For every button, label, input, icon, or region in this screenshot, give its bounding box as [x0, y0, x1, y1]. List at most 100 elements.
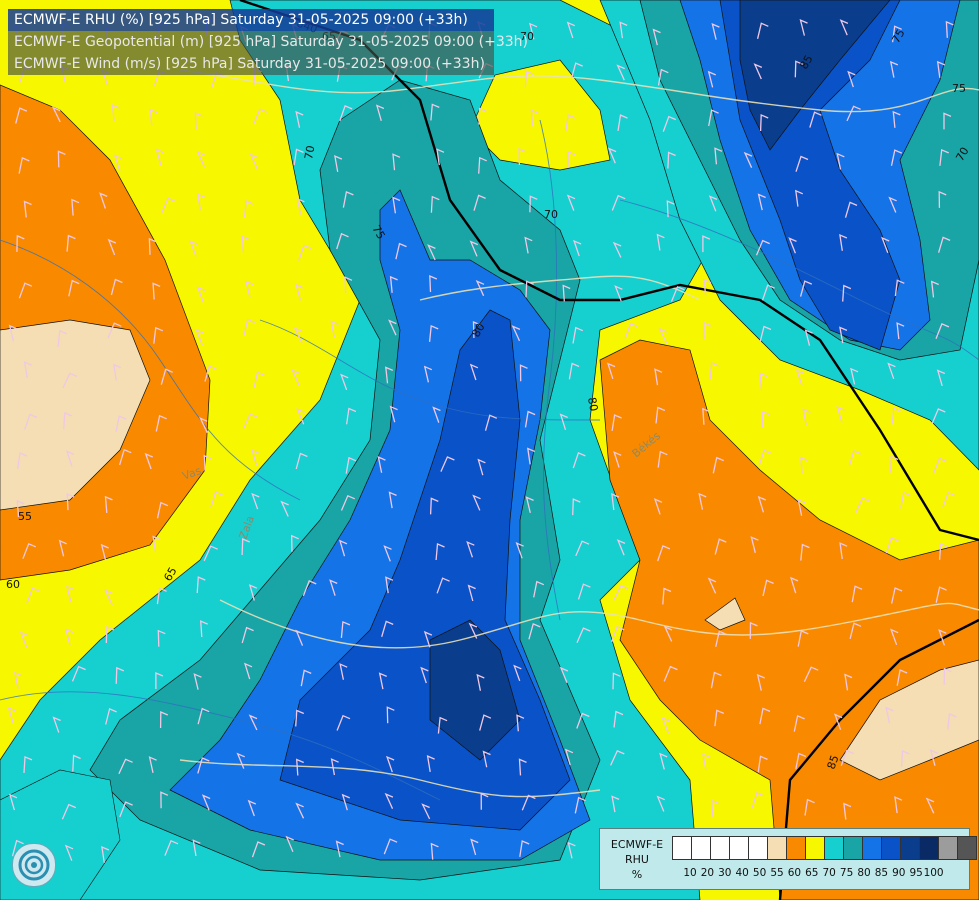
color-legend: ECMWF-E RHU % 10 20 30 40 50 55 60 65 70 75 80 85 90… — [599, 828, 977, 890]
wind-barb — [562, 284, 571, 302]
legend-tick: 100 — [923, 867, 944, 879]
wind-barb — [799, 280, 813, 297]
wind-barb — [657, 450, 668, 468]
wind-barb — [938, 542, 948, 560]
wind-barb — [285, 835, 294, 853]
wind-barb — [118, 448, 132, 466]
wind-barb — [930, 280, 939, 298]
wind-barb — [702, 407, 711, 425]
wind-barb — [703, 278, 712, 296]
wind-barb — [662, 587, 672, 605]
wind-barb — [253, 371, 265, 389]
wind-barb — [530, 109, 539, 127]
wind-barb — [245, 280, 254, 298]
legend-tick: 75 — [839, 867, 854, 879]
wind-barb — [572, 498, 581, 516]
wind-barb — [156, 501, 169, 519]
wind-barb — [18, 282, 33, 299]
wind-barb — [110, 278, 123, 296]
wind-barb — [751, 792, 765, 809]
wind-barb — [118, 758, 133, 775]
country-borders — [179, 69, 979, 798]
wind-barb — [836, 152, 845, 170]
wind-barb — [839, 326, 848, 344]
wind-barb — [656, 545, 671, 562]
wind-barb — [709, 362, 719, 379]
wind-barb — [197, 193, 206, 211]
wind-barb — [156, 587, 167, 605]
wind-barb — [762, 579, 774, 597]
wind-barb — [611, 414, 622, 431]
wind-barb — [759, 707, 771, 725]
rhu-55-area-east — [839, 659, 979, 781]
wind-barb — [241, 538, 250, 556]
legend-swatch — [805, 836, 825, 860]
contour-label: 80 — [469, 321, 487, 340]
wind-barb — [478, 156, 487, 174]
wind-barb — [468, 622, 478, 639]
wind-barb — [426, 755, 435, 773]
wind-barb — [26, 587, 40, 604]
wind-barb — [788, 237, 797, 254]
wind-barb — [344, 276, 353, 294]
wind-barb — [189, 240, 198, 257]
wind-barb — [855, 497, 870, 513]
wind-barb — [389, 275, 398, 293]
wind-barb — [611, 194, 626, 211]
wind-barb — [155, 414, 167, 432]
wind-barb — [19, 631, 29, 648]
wind-barb — [388, 491, 397, 509]
wind-barb — [23, 755, 33, 773]
wind-barb — [105, 708, 117, 725]
legend-swatch — [710, 836, 730, 860]
wind-barb — [889, 628, 899, 646]
wind-barb — [119, 801, 133, 818]
map-title-box: ECMWF-E RHU (%) [925 hPa] Saturday 31-05… — [8, 9, 528, 76]
wind-barb — [113, 154, 123, 172]
wind-barb — [58, 539, 67, 557]
wind-barb — [797, 498, 806, 516]
wind-barb — [197, 707, 210, 725]
legend-swatch — [843, 836, 863, 860]
contour-label: 60 — [6, 578, 20, 591]
wind-barb — [14, 671, 23, 689]
wind-barb — [657, 68, 669, 86]
wind-barb — [342, 190, 354, 208]
wind-barb — [251, 492, 260, 510]
wind-barb — [559, 413, 568, 430]
wind-barb — [22, 542, 36, 559]
wind-barb — [612, 241, 622, 258]
wind-barb — [947, 712, 957, 730]
wind-barb — [759, 372, 768, 390]
wind-barb — [613, 584, 629, 601]
wind-barb — [524, 236, 533, 254]
contour-label: 55 — [18, 510, 32, 523]
wind-barb — [653, 498, 663, 515]
wind-barb — [101, 845, 110, 863]
wind-barb — [938, 629, 947, 646]
legend-swatch — [824, 836, 844, 860]
wind-barb — [565, 114, 576, 131]
wind-barb — [943, 667, 952, 685]
wind-barb — [667, 151, 676, 169]
wind-barb — [892, 110, 901, 128]
wind-barb — [936, 60, 945, 78]
wind-barb — [341, 793, 350, 811]
wind-barb — [606, 362, 616, 379]
wind-barb — [714, 709, 725, 727]
wind-barb — [247, 799, 257, 817]
wind-barb — [573, 239, 582, 257]
wind-barb — [839, 542, 848, 560]
wind-barb — [295, 110, 304, 128]
wind-barb — [7, 706, 16, 724]
wind-barb — [375, 104, 385, 121]
wind-barb — [533, 580, 545, 598]
wind-barb — [392, 196, 401, 214]
wind-barb — [100, 543, 109, 561]
wind-barb — [519, 364, 528, 382]
wind-barb — [295, 452, 308, 470]
wind-barb — [658, 327, 668, 344]
wind-barb — [8, 324, 17, 342]
wind-barb — [243, 318, 255, 336]
title-rhu: ECMWF-E RHU (%) [925 hPa] Saturday 31-05… — [8, 9, 494, 31]
